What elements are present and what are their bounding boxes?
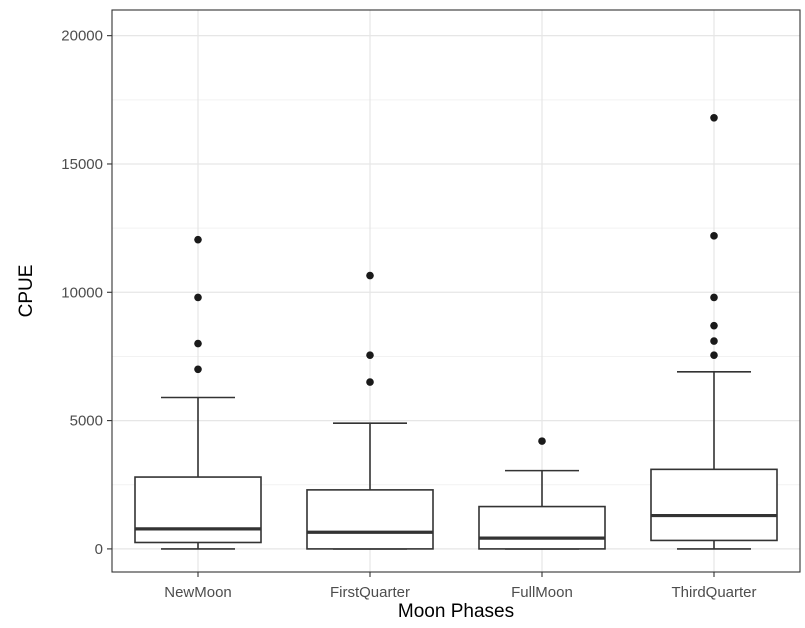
y-axis-title: CPUE xyxy=(16,265,37,318)
outlier-point xyxy=(366,351,374,359)
iqr-box xyxy=(650,468,778,542)
y-tick-label: 0 xyxy=(95,541,103,558)
x-tick-label: NewMoon xyxy=(164,584,232,601)
panel-border xyxy=(111,9,801,573)
outlier-point xyxy=(194,235,202,244)
outlier-point xyxy=(710,113,718,122)
y-tick-label: 20000 xyxy=(61,28,103,45)
iqr-box xyxy=(306,489,434,550)
outlier-point xyxy=(710,351,718,359)
x-axis-title: Moon Phases xyxy=(398,601,514,622)
outlier-point xyxy=(710,321,718,330)
axes: 0 5000 10000 15000 20000 NewMoon FirstQuarter F… xyxy=(61,28,756,601)
x-tick-label: FullMoon xyxy=(511,584,573,601)
outlier-point xyxy=(194,339,202,348)
boxplot-series xyxy=(134,113,778,550)
iqr-box xyxy=(478,505,606,550)
iqr-box xyxy=(134,476,262,544)
x-tick-label: ThirdQuarter xyxy=(671,584,756,601)
outlier-point xyxy=(710,293,718,302)
y-tick-label: 15000 xyxy=(61,156,103,173)
outlier-point xyxy=(194,293,202,302)
outlier-point xyxy=(366,271,374,280)
outlier-point xyxy=(710,232,718,240)
outlier-point xyxy=(538,437,546,445)
x-tick-label: FirstQuarter xyxy=(330,584,410,601)
outlier-point xyxy=(710,337,718,345)
outlier-point xyxy=(194,365,202,374)
y-tick-label: 10000 xyxy=(61,284,103,301)
outlier-point xyxy=(366,378,374,386)
y-tick-label: 5000 xyxy=(70,413,103,430)
